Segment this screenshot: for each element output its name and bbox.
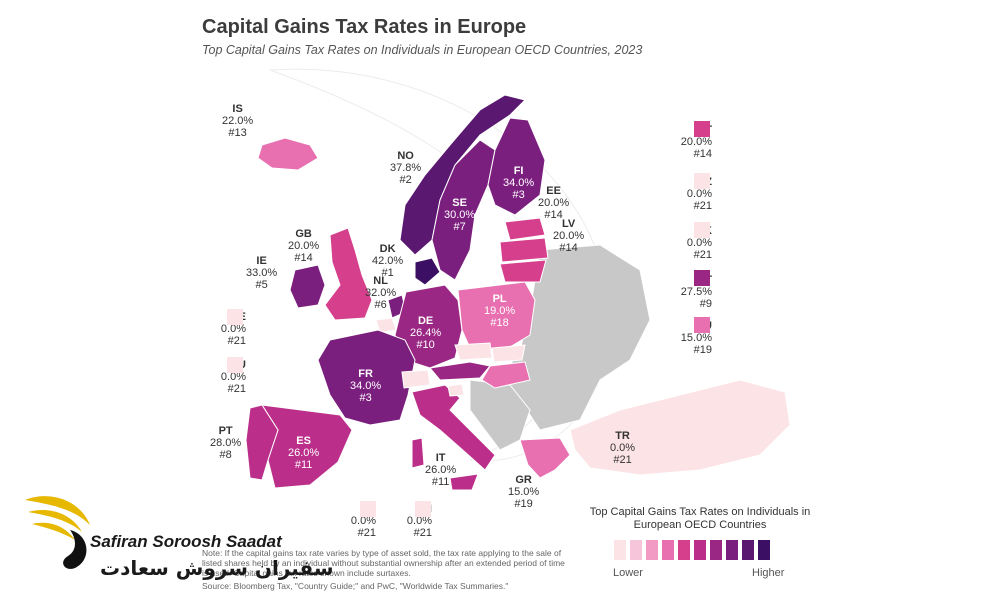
country-slovenia: [447, 383, 465, 397]
legend-higher-label: Higher: [752, 567, 785, 579]
country-estonia: [504, 217, 546, 241]
swatch-be: [227, 309, 243, 325]
legend-swatch: [678, 540, 690, 560]
country-germany: [394, 284, 463, 369]
country-portugal: [245, 404, 279, 481]
country-ireland: [289, 264, 326, 309]
label-dk: DK 42.0% #1: [372, 243, 404, 279]
legend-lower-label: Lower: [613, 567, 643, 579]
region-balkans: [469, 379, 531, 451]
country-turkey: [569, 379, 791, 476]
label-no: NO 37.8% #2: [390, 150, 422, 186]
label-nl: NL 32.0% #6: [365, 275, 397, 311]
country-czechia: [454, 342, 493, 361]
country-switzerland: [401, 369, 431, 389]
label-ee: EE 20.0% #14: [538, 185, 570, 221]
label-fi: FI 34.0% #3: [503, 165, 535, 201]
country-poland: [457, 281, 536, 351]
country-iceland: [257, 137, 319, 171]
chart-title: Capital Gains Tax Rates in Europe: [202, 16, 527, 38]
country-denmark: [414, 257, 441, 286]
label-gr: GR 15.0% #19: [508, 474, 540, 510]
country-hungary: [481, 361, 531, 389]
label-ie: IE 33.0% #5: [246, 255, 278, 291]
swatch-sk: [694, 222, 710, 238]
label-fr: FR 34.0% #3: [350, 368, 382, 404]
swatch-hu: [694, 317, 710, 333]
country-sardinia: [411, 437, 425, 469]
logo-text-en: Safiran Soroosh Saadat: [90, 532, 282, 551]
wing-logo-icon: [25, 496, 90, 569]
source-note: Source: Bloomberg Tax, "Country Guide;" …: [202, 581, 509, 591]
label-tr: TR 0.0% #21: [610, 430, 636, 466]
label-pt: PT 28.0% #8: [210, 425, 242, 461]
legend-swatch: [662, 540, 674, 560]
swatch-si: [415, 501, 431, 517]
country-sicily: [449, 473, 479, 491]
country-latvia: [499, 237, 549, 263]
legend-title: Top Capital Gains Tax Rates on Individua…: [589, 506, 811, 531]
swatch-at: [694, 270, 710, 286]
legend-swatch: [726, 540, 738, 560]
chart-subtitle: Top Capital Gains Tax Rates on Individua…: [202, 43, 643, 57]
label-es: ES 26.0% #11: [288, 435, 320, 471]
legend-swatch: [614, 540, 626, 560]
swatch-ch: [360, 501, 376, 517]
legend-color-scale: [614, 540, 774, 565]
legend-swatch: [710, 540, 722, 560]
country-austria: [429, 361, 491, 381]
swatch-lt: [694, 121, 710, 137]
legend-swatch: [694, 540, 706, 560]
logo-text-fa: سفیران سروش سعادت: [100, 556, 334, 580]
label-is: IS 22.0% #13: [222, 103, 254, 139]
country-lithuania: [499, 259, 547, 283]
label-gb: GB 20.0% #14: [288, 228, 320, 264]
country-united-kingdom: [324, 227, 373, 321]
label-se: SE 30.0% #7: [444, 197, 476, 233]
label-pl: PL 19.0% #18: [484, 293, 516, 329]
footnote: Note: If the capital gains tax rate vari…: [202, 548, 565, 578]
country-greece: [519, 437, 571, 479]
country-slovakia: [491, 344, 526, 363]
legend-swatch: [742, 540, 754, 560]
swatch-cz: [694, 173, 710, 189]
country-france: [317, 329, 416, 426]
country-finland: [487, 117, 546, 216]
label-de: DE 26.4% #10: [410, 315, 442, 351]
label-it: IT 26.0% #11: [425, 452, 457, 488]
label-lv: LV 20.0% #14: [553, 218, 585, 254]
legend-swatch: [646, 540, 658, 560]
legend-swatch: [630, 540, 642, 560]
legend-swatch: [758, 540, 770, 560]
swatch-lu: [227, 357, 243, 373]
